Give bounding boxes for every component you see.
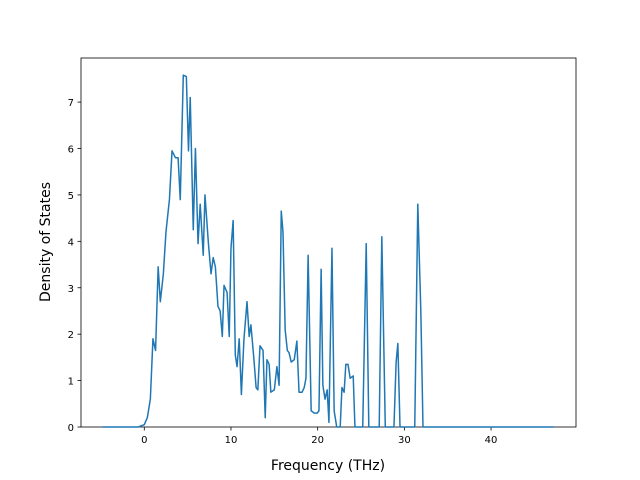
y-tick-label: 0 xyxy=(68,423,74,434)
y-tick-label: 6 xyxy=(68,145,74,156)
plot-frame xyxy=(80,57,577,428)
y-tick-label: 7 xyxy=(68,98,74,109)
x-tick-label: 10 xyxy=(225,435,238,446)
x-tick-label: 0 xyxy=(141,435,147,446)
y-tick-label: 4 xyxy=(68,237,74,248)
y-tick-label: 1 xyxy=(68,377,74,388)
x-tick-label: 30 xyxy=(398,435,411,446)
y-axis-label: Density of States xyxy=(38,182,54,302)
y-tick-label: 5 xyxy=(68,191,74,202)
dos-line xyxy=(102,74,554,428)
x-tick-label: 20 xyxy=(311,435,324,446)
y-tick-label: 3 xyxy=(68,284,74,295)
x-tick-label: 40 xyxy=(485,435,498,446)
y-tick-label: 2 xyxy=(68,330,74,341)
x-axis-label: Frequency (THz) xyxy=(271,458,385,474)
